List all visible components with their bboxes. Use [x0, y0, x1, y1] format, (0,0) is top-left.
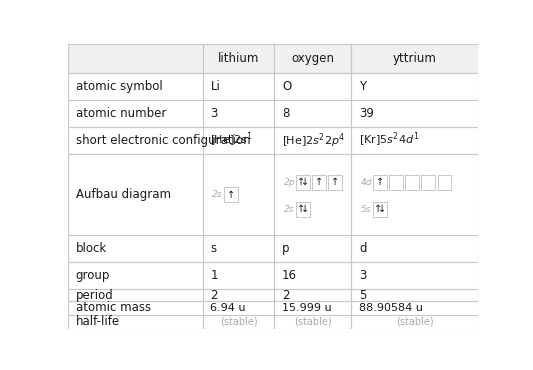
Text: 2s: 2s [284, 205, 294, 214]
Text: yttrium: yttrium [393, 52, 437, 65]
Text: 3: 3 [359, 269, 366, 282]
Text: ↑: ↑ [297, 204, 305, 214]
Text: (stable): (stable) [396, 317, 434, 327]
Text: s: s [211, 242, 216, 255]
Text: atomic mass: atomic mass [76, 301, 151, 314]
Text: 1: 1 [211, 269, 218, 282]
Bar [438, 175, 451, 190]
Text: ↓: ↓ [378, 204, 386, 214]
Text: atomic symbol: atomic symbol [76, 80, 163, 93]
Text: 5: 5 [359, 289, 366, 302]
Text: ↑: ↑ [374, 204, 382, 214]
Text: 2: 2 [211, 289, 218, 302]
Bar [373, 202, 387, 217]
Text: half-life: half-life [76, 316, 120, 329]
Text: oxygen: oxygen [292, 52, 334, 65]
Bar [422, 175, 435, 190]
Text: 2s: 2s [212, 190, 222, 199]
Text: atomic number: atomic number [76, 107, 166, 120]
Text: 15.999 u: 15.999 u [282, 303, 332, 313]
Text: 16: 16 [282, 269, 297, 282]
Text: O: O [282, 80, 291, 93]
Text: [He]2$s^{2}$2$p^{4}$: [He]2$s^{2}$2$p^{4}$ [282, 131, 345, 149]
Text: Li: Li [211, 80, 220, 93]
Text: d: d [359, 242, 367, 255]
Text: ↑: ↑ [376, 177, 384, 187]
Bar [224, 187, 238, 202]
Text: 3: 3 [211, 107, 218, 120]
Text: [He]2$s^{1}$: [He]2$s^{1}$ [211, 131, 254, 149]
Text: ↓: ↓ [301, 177, 309, 187]
Text: 2p: 2p [284, 178, 295, 187]
Text: ↓: ↓ [301, 204, 309, 214]
Bar [312, 175, 326, 190]
Bar [389, 175, 403, 190]
Text: p: p [282, 242, 289, 255]
Text: [Kr]5$s^{2}$4$d^{1}$: [Kr]5$s^{2}$4$d^{1}$ [359, 131, 419, 149]
Text: (stable): (stable) [294, 317, 332, 327]
Text: (stable): (stable) [220, 317, 257, 327]
Text: ↑: ↑ [297, 177, 305, 187]
Text: block: block [76, 242, 107, 255]
Text: group: group [76, 269, 110, 282]
Text: 6.94 u: 6.94 u [211, 303, 246, 313]
Bar [328, 175, 342, 190]
Bar [373, 175, 387, 190]
Text: 39: 39 [359, 107, 374, 120]
Text: short electronic configuration: short electronic configuration [76, 134, 251, 147]
Text: period: period [76, 289, 114, 302]
Bar [68, 44, 479, 73]
Text: 4d: 4d [360, 178, 372, 187]
Text: ↑: ↑ [227, 189, 235, 199]
Bar [296, 175, 310, 190]
Text: 5s: 5s [360, 205, 371, 214]
Text: 88.90584 u: 88.90584 u [359, 303, 423, 313]
Text: ↑: ↑ [331, 177, 339, 187]
Bar [405, 175, 419, 190]
Text: ↑: ↑ [315, 177, 323, 187]
Text: 2: 2 [282, 289, 289, 302]
Text: 8: 8 [282, 107, 289, 120]
Text: Y: Y [359, 80, 366, 93]
Text: Aufbau diagram: Aufbau diagram [76, 188, 171, 201]
Text: lithium: lithium [218, 52, 259, 65]
Bar [296, 202, 310, 217]
